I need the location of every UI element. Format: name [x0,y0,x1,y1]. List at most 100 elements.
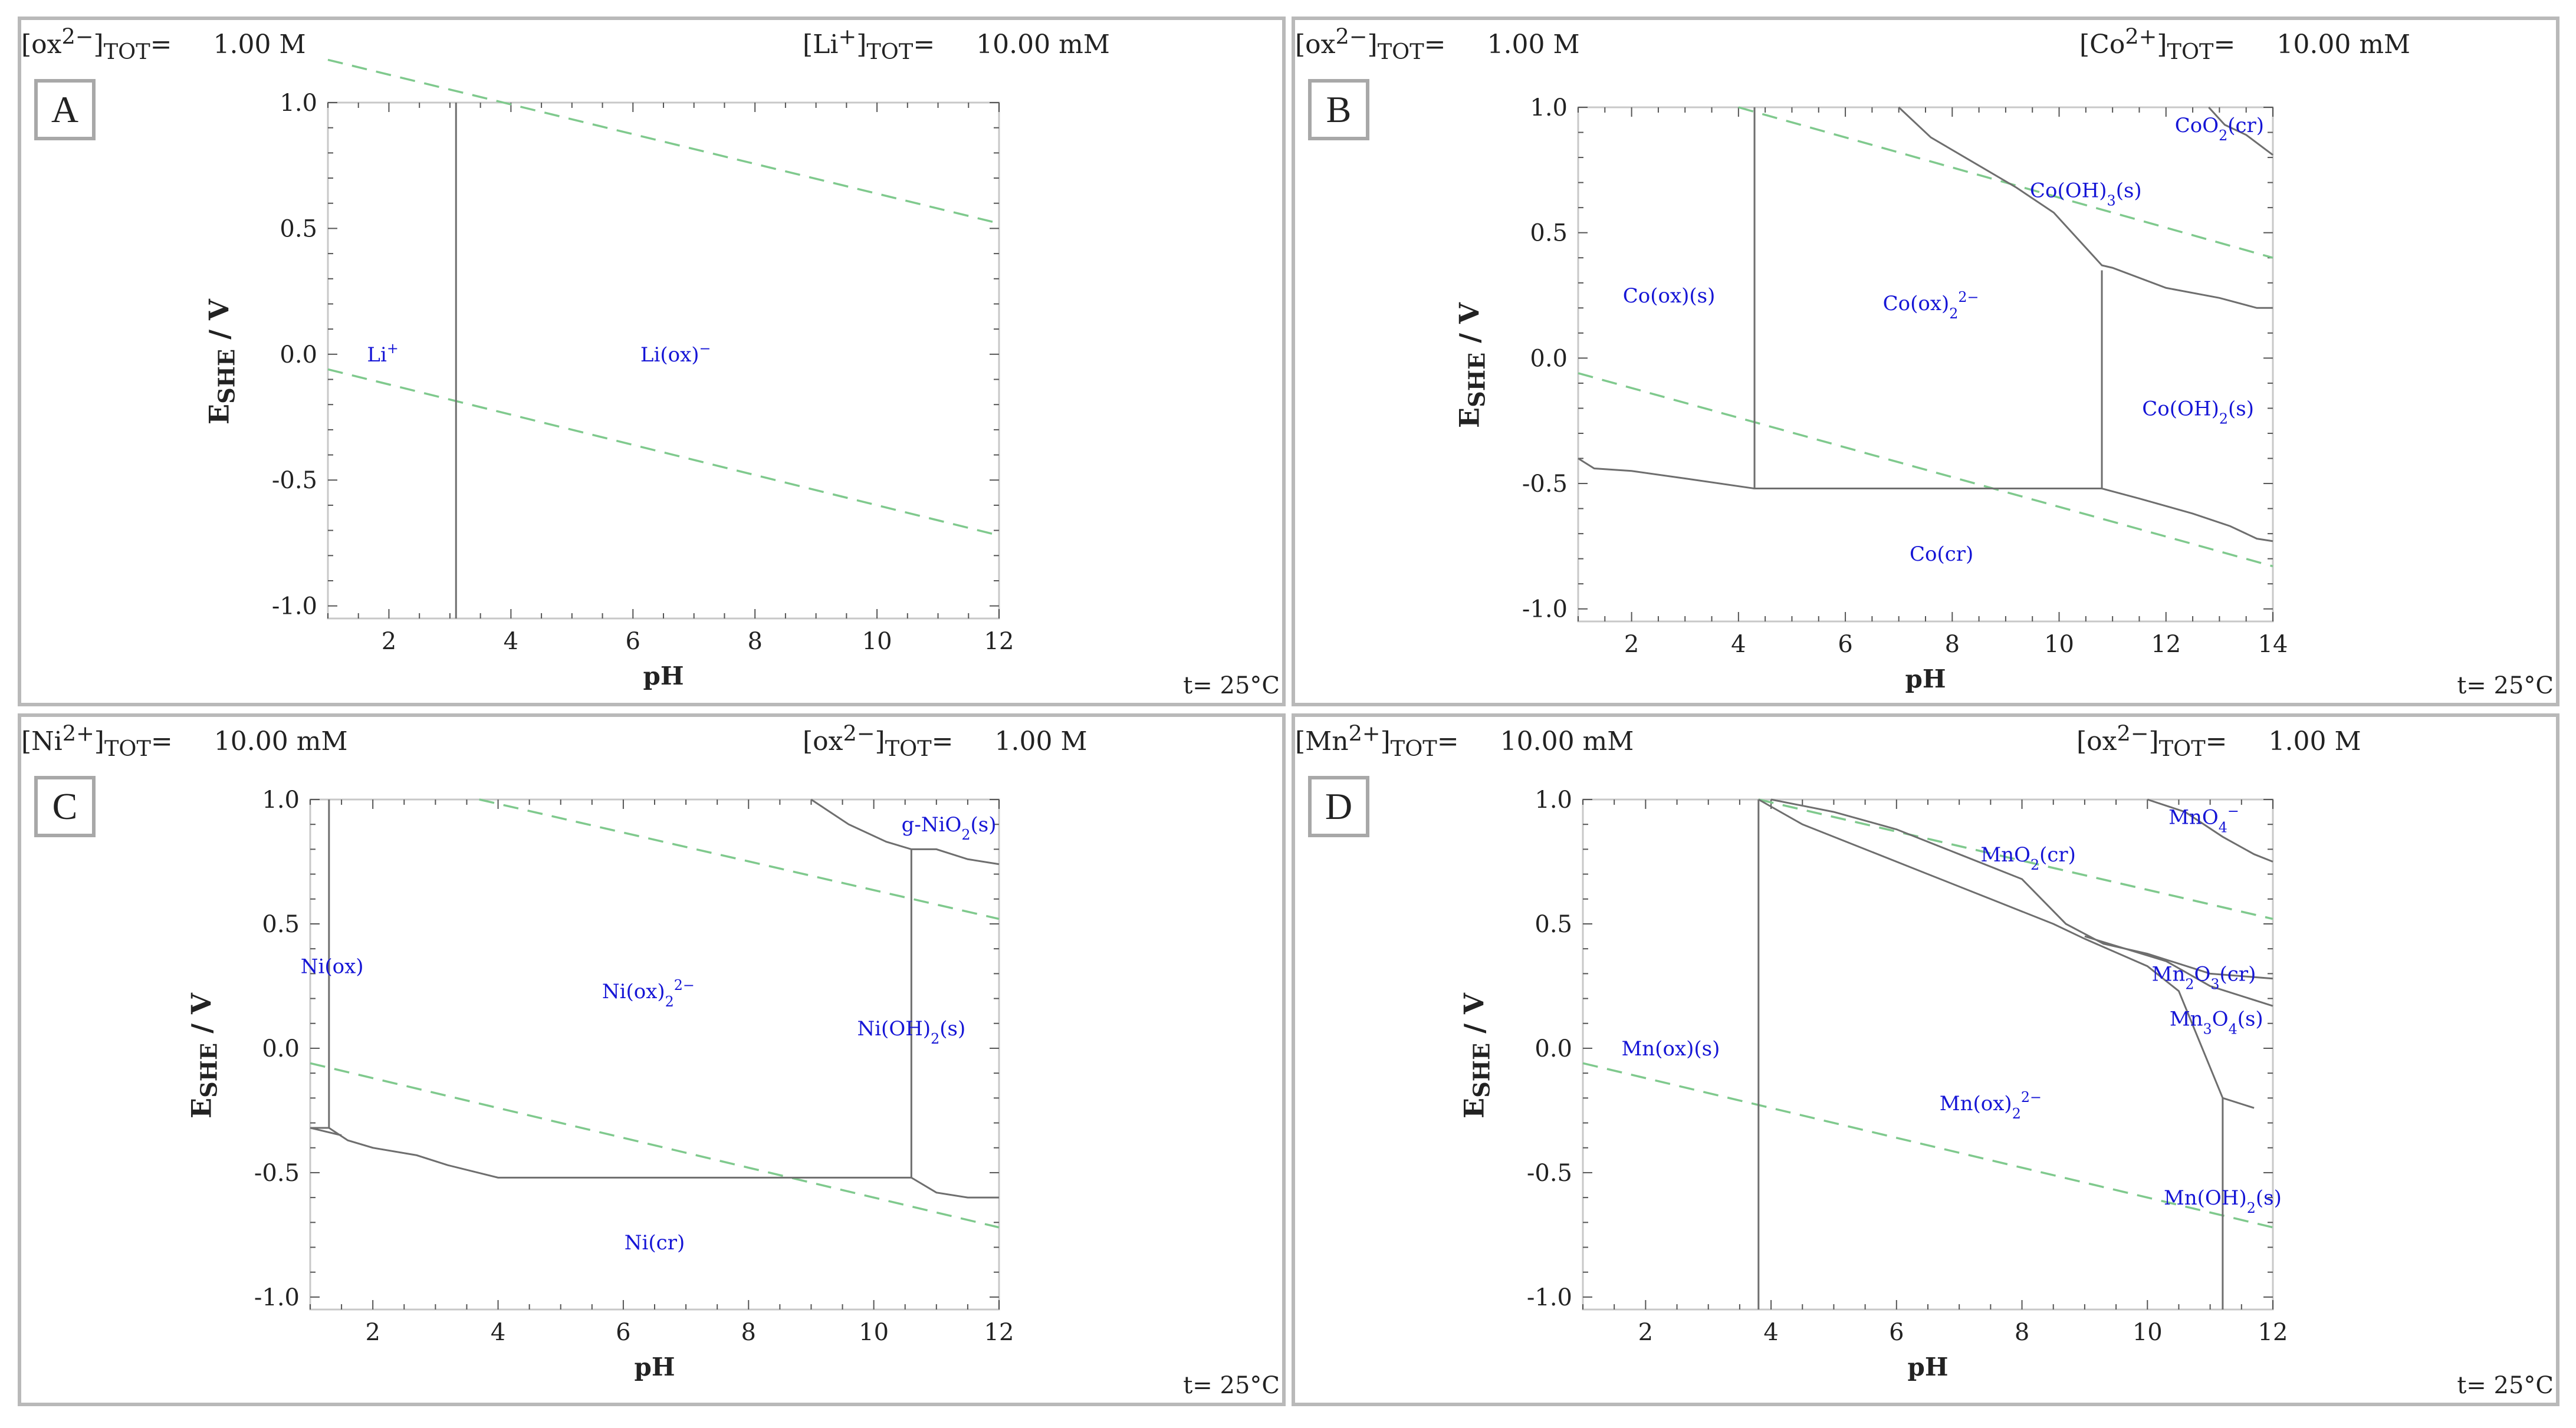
header-right-value: 1.00 M [2268,726,2361,756]
x-tick-label: 12 [984,628,1014,655]
region-label: Mn(ox)22− [1940,1089,2042,1122]
plot-svg: 2 4 6 8 10 12 1.0 0.5 0.0 -0.5 -1.0 pH Ni(ox) Ni(ox)2… [254,787,1014,1381]
water-stability-line-h2 [327,368,1000,537]
x-tick-label: 4 [1731,631,1746,658]
y-tick-label: 1.0 [262,787,300,814]
x-axis-label: pH [634,1353,675,1381]
water-stability-line-o2 [1758,798,2273,920]
y-tick-label: 0.0 [280,341,317,368]
phase-boundary [1898,106,2273,309]
region-label: Mn(OH)2(s) [2164,1186,2282,1216]
phase-boundary [2147,798,2273,863]
water-stability-line-h2 [1582,1062,2273,1229]
region-label: Co(ox)(s) [1623,284,1716,308]
x-tick-label: 12 [2151,631,2181,658]
temperature-label: t= 25°C [1183,1372,1280,1399]
y-tick-label: 1.0 [1535,787,1572,814]
x-axis-label: pH [643,662,684,690]
region-label: Mn(ox)(s) [1621,1037,1720,1061]
header-right-value: 10.00 mM [976,29,1110,60]
y-tick-label: 1.0 [280,90,317,117]
header-left-value: 10.00 mM [213,726,348,756]
phase-boundary [2208,106,2273,156]
y-axis-label: ESHE / V [185,992,223,1118]
header-right-value: 10.00 mM [2276,29,2411,60]
y-tick-label: 0.5 [280,215,317,242]
x-tick-label: 8 [741,1319,756,1346]
y-axis-label: ESHE / V [1458,992,1496,1118]
temperature-label: t= 25°C [2457,672,2554,699]
phase-boundary [1753,107,2103,490]
y-tick-label: 0.0 [262,1035,300,1062]
region-label: Co(OH)3(s) [2030,179,2142,209]
region-label: Co(ox)22− [1883,289,1979,322]
header-left-species: [ox2−]TOT= [1295,24,1446,64]
region-label: MnO4− [2168,803,2239,836]
plot-svg: 2 4 6 8 10 12 1.0 0.5 0.0 -0.5 -1.0 pH Li+ Li(ox)− [272,58,1014,690]
plot-svg: 2 4 6 8 10 12 14 1.0 0.5 0.0 -0.5 -1.0 pH Co(ox)(s) Co… [1522,94,2288,693]
header-left: [Mn2+]TOT= 10.00 mM [1295,720,1634,761]
y-tick-label: -0.5 [272,467,317,494]
y-tick-label: 0.0 [1535,1035,1572,1062]
panel-letter: A [34,79,96,140]
y-tick-label: -1.0 [1527,1284,1572,1311]
chart-panel-d: 2 4 6 8 10 12 1.0 0.5 0.0 -0.5 -1.0 pH Mn(ox)(s) Mn(o… [1292,713,2559,1406]
header-left: [ox2−]TOT= 1.00 M [1295,24,1580,64]
header-right: [Co2+]TOT= 10.00 mM [2079,24,2410,64]
ticks [310,799,1000,1309]
y-tick-label: -0.5 [254,1160,300,1187]
region-label: Ni(ox) [301,955,364,979]
region-label: Co(cr) [1910,542,1973,566]
ticks [1578,107,2273,621]
phase-boundary [1770,798,2273,980]
header-right-species: [ox2−]TOT= [2076,720,2227,761]
header-left: [Ni2+]TOT= 10.00 mM [21,720,348,761]
water-stability-line-h2 [1578,372,2273,568]
chart-panel-b: 2 4 6 8 10 12 14 1.0 0.5 0.0 -0.5 -1.0 pH Co(ox)(s) Co… [1292,17,2559,706]
y-tick-label: -1.0 [272,593,317,620]
phase-boundary [310,849,912,1179]
phase-boundary [1758,798,2255,1109]
phase-boundary [2084,935,2273,1007]
region-label: Ni(cr) [625,1231,685,1255]
x-tick-label: 2 [1638,1319,1653,1346]
x-tick-label: 8 [747,628,762,655]
region-label: Li(ox)− [640,340,711,367]
water-stability-line-o2 [479,798,1000,920]
water-stability-line-o2 [327,58,1000,225]
region-label: Li+ [367,340,398,367]
header-right: [ox2−]TOT= 1.00 M [2076,720,2361,761]
water-stability-line-h2 [310,1062,1000,1229]
phase-boundary [810,798,1000,866]
y-tick-label: -0.5 [1527,1160,1572,1187]
water-stability-line-o2 [1738,106,2273,259]
region-label: Mn3O4(s) [2170,1007,2263,1037]
phase-boundary [1578,458,1755,490]
x-tick-label: 12 [984,1319,1014,1346]
x-tick-label: 10 [859,1319,889,1346]
x-tick-label: 6 [1838,631,1852,658]
region-label: g-NiO2(s) [902,813,997,843]
x-tick-label: 8 [2015,1319,2029,1346]
x-tick-label: 12 [2258,1319,2288,1346]
x-tick-label: 10 [862,628,892,655]
x-tick-label: 10 [2133,1319,2163,1346]
x-tick-label: 6 [1889,1319,1904,1346]
chart-panel-c: 2 4 6 8 10 12 1.0 0.5 0.0 -0.5 -1.0 pH Ni(ox) Ni(ox)2… [18,713,1286,1406]
ticks [1582,799,2273,1309]
y-tick-label: 0.5 [262,911,300,938]
plot-svg: 2 4 6 8 10 12 1.0 0.5 0.0 -0.5 -1.0 pH Mn(ox)(s) Mn(o… [1527,787,2288,1381]
header-right-species: [Li+]TOT= [803,24,935,64]
y-tick-label: -0.5 [1522,470,1568,498]
header-left-value: 10.00 mM [1500,726,1634,756]
region-label: Co(OH)2(s) [2142,397,2254,427]
y-tick-label: -1.0 [1522,596,1568,623]
region-label: Ni(ox)22− [602,977,695,1010]
region-label: MnO2(cr) [1980,843,2076,873]
x-tick-label: 2 [1624,631,1639,658]
x-tick-label: 4 [1763,1319,1778,1346]
phase-boundary [310,1127,342,1137]
y-axis-label: ESHE / V [203,298,241,425]
phase-boundary [2101,488,2273,542]
header-left-value: 1.00 M [213,29,306,60]
